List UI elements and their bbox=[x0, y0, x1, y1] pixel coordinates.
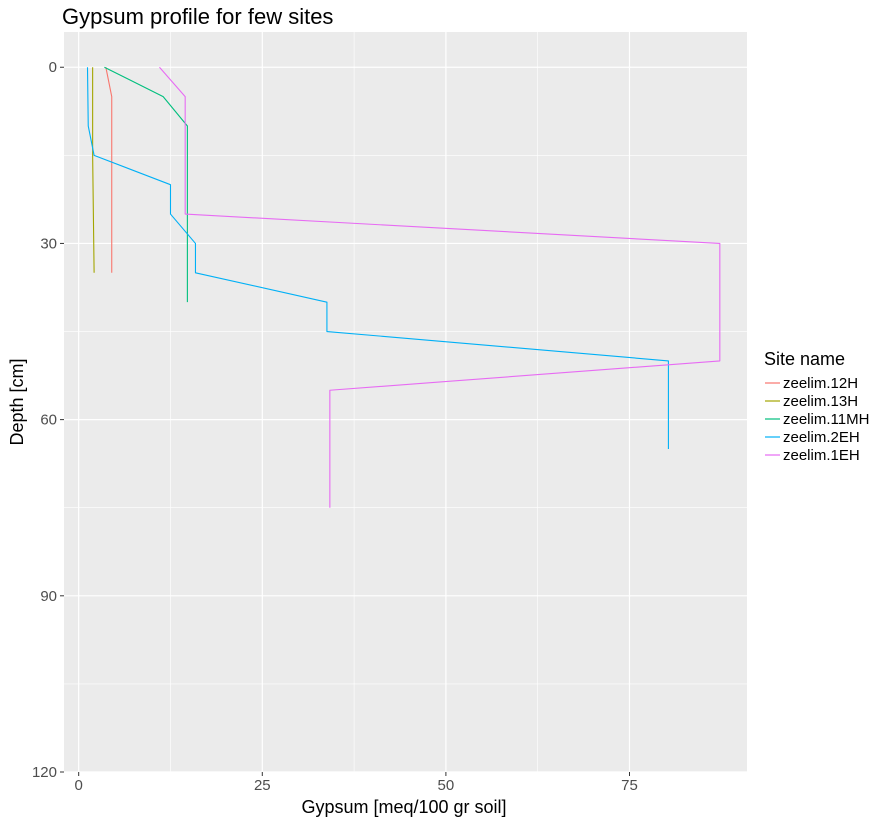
x-axis-ticks: 0 25 50 75 bbox=[75, 772, 638, 794]
y-tick-label: 60 bbox=[40, 412, 57, 429]
chart-title: Gypsum profile for few sites bbox=[62, 4, 333, 29]
y-axis-ticks: 0 30 60 90 120 bbox=[32, 59, 64, 781]
legend-item: zeelim.12H bbox=[764, 375, 858, 392]
legend-label: zeelim.1EH bbox=[783, 447, 860, 464]
legend-label: zeelim.11MH bbox=[783, 411, 869, 428]
legend-title: Site name bbox=[764, 349, 845, 369]
x-tick-label: 25 bbox=[254, 777, 271, 794]
x-tick-label: 75 bbox=[621, 777, 638, 794]
legend-item: zeelim.13H bbox=[764, 393, 858, 410]
legend-label: zeelim.12H bbox=[783, 375, 858, 392]
plot-panel bbox=[64, 32, 747, 772]
legend-items: zeelim.12Hzeelim.13Hzeelim.11MHzeelim.2E… bbox=[764, 375, 869, 464]
major-gridlines bbox=[64, 32, 747, 773]
legend-item: zeelim.11MH bbox=[764, 411, 869, 428]
legend-label: zeelim.13H bbox=[783, 393, 858, 410]
series-line-zeelim-1eh bbox=[159, 66, 721, 508]
y-tick-label: 120 bbox=[32, 764, 57, 781]
legend-item: zeelim.1EH bbox=[764, 447, 860, 464]
series-line-zeelim-13h bbox=[92, 67, 95, 273]
y-tick-label: 90 bbox=[40, 588, 57, 605]
y-axis-title: Depth [cm] bbox=[7, 358, 27, 445]
y-tick-label: 0 bbox=[49, 59, 57, 76]
legend-label: zeelim.2EH bbox=[783, 429, 860, 446]
y-tick-label: 30 bbox=[40, 235, 57, 252]
x-axis-title: Gypsum [meq/100 gr soil] bbox=[301, 797, 506, 817]
series-line-zeelim-2eh bbox=[86, 67, 669, 449]
x-tick-label: 50 bbox=[438, 777, 455, 794]
x-tick-label: 0 bbox=[75, 777, 83, 794]
minor-gridlines bbox=[64, 32, 747, 772]
series-line-zeelim-12h bbox=[105, 67, 113, 273]
series-lines bbox=[86, 66, 721, 508]
legend-item: zeelim.2EH bbox=[764, 429, 860, 446]
legend: Site name zeelim.12Hzeelim.13Hzeelim.11M… bbox=[764, 349, 869, 464]
